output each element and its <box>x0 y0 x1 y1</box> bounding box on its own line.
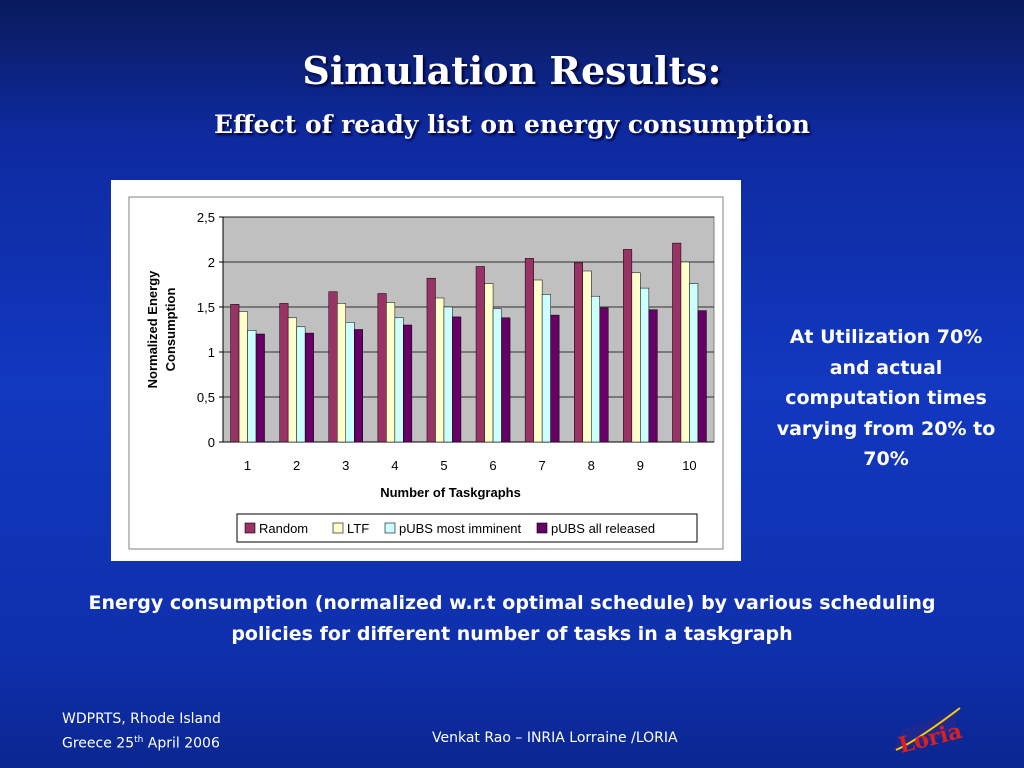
x-tick-label: 2 <box>293 458 300 473</box>
bar <box>296 326 306 443</box>
legend-label: Random <box>259 521 308 536</box>
x-tick-label: 3 <box>342 458 349 473</box>
bar <box>255 333 265 443</box>
bar <box>550 314 560 443</box>
slide-title: Simulation Results: <box>302 48 722 93</box>
footer-date-prefix: Greece 25 <box>62 735 135 752</box>
bar <box>680 261 690 443</box>
x-tick-label: 6 <box>489 458 496 473</box>
footer-date-suffix: April 2006 <box>143 735 220 752</box>
bar <box>591 295 600 443</box>
x-tick-label: 10 <box>682 458 696 473</box>
y-axis-label-line2: Consumption <box>163 288 178 372</box>
x-tick-label: 9 <box>637 458 644 473</box>
bar <box>238 311 248 443</box>
x-tick-label: 8 <box>588 458 595 473</box>
bar <box>599 307 609 443</box>
bar <box>582 270 592 443</box>
bar <box>524 258 534 443</box>
x-axis-label: Number of Taskgraphs <box>380 485 521 500</box>
y-axis-label: Normalized Energy <box>145 270 160 389</box>
energy-bar-chart: 0 0,5 1 1,5 2 2,5 1 2 3 4 5 6 7 8 9 10 Number of Taskgra… <box>128 196 724 550</box>
bar <box>328 291 338 443</box>
bar <box>541 294 551 443</box>
legend-swatch <box>332 522 344 534</box>
bar <box>631 272 641 443</box>
bar <box>689 283 699 443</box>
bar <box>623 249 633 443</box>
x-tick-label: 1 <box>244 458 251 473</box>
footer-author: Venkat Rao – INRIA Lorraine /LORIA <box>432 730 678 746</box>
bar <box>287 317 297 443</box>
bar <box>501 317 511 443</box>
footer-event: WDPRTS, Rhode Island Greece 25th April 2… <box>62 709 221 755</box>
bar <box>484 283 494 443</box>
bar <box>279 303 289 443</box>
legend-label: pUBS most imminent <box>399 521 521 536</box>
bar <box>247 330 257 443</box>
y-tick-label: 2,5 <box>197 210 215 225</box>
legend-label: LTF <box>347 521 369 536</box>
y-tick-label: 1,5 <box>197 300 215 315</box>
y-tick-label: 1 <box>208 345 215 360</box>
x-tick-label: 5 <box>440 458 447 473</box>
bar <box>672 242 682 443</box>
bar <box>475 266 485 443</box>
bar <box>443 306 453 443</box>
legend-box <box>236 513 698 543</box>
legend-label: pUBS all released <box>551 521 655 536</box>
bar <box>697 310 707 443</box>
footer-event-line1: WDPRTS, Rhode Island <box>62 711 221 727</box>
slide-subtitle: Effect of ready list on energy consumpti… <box>214 110 810 139</box>
y-tick-label: 0 <box>208 435 215 450</box>
x-tick-label: 7 <box>539 458 546 473</box>
legend-swatch <box>536 522 548 534</box>
bar <box>426 277 436 443</box>
bar <box>304 332 314 443</box>
bar <box>354 329 363 443</box>
footer-date-sup: th <box>134 735 144 745</box>
chart-caption: Energy consumption (normalized w.r.t opt… <box>88 592 936 645</box>
bar <box>345 322 355 443</box>
legend-swatch <box>384 522 396 534</box>
y-tick-label: 0,5 <box>197 390 215 405</box>
bar <box>403 324 413 443</box>
bar <box>492 308 502 443</box>
bar <box>533 279 543 443</box>
bar <box>377 293 387 443</box>
bar <box>452 316 462 443</box>
bar <box>640 287 650 443</box>
chart-container: 0 0,5 1 1,5 2 2,5 1 2 3 4 5 6 7 8 9 10 Number of Taskgra… <box>111 180 741 561</box>
legend-swatch <box>244 522 256 534</box>
bar <box>337 303 346 443</box>
bar <box>648 309 658 443</box>
bar <box>230 304 240 443</box>
bar <box>574 262 583 443</box>
footer-event-line2: Greece 25th April 2006 <box>62 730 221 755</box>
loria-logo: Loria <box>892 707 965 756</box>
bar <box>435 297 445 443</box>
bar <box>386 302 396 443</box>
side-note: At Utilization 70% and actual computatio… <box>776 326 996 470</box>
y-tick-label: 2 <box>208 255 215 270</box>
x-tick-label: 4 <box>391 458 398 473</box>
bar <box>394 317 404 443</box>
